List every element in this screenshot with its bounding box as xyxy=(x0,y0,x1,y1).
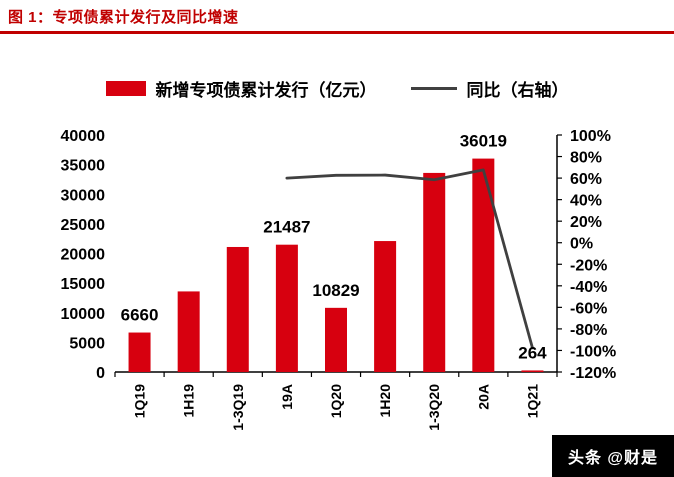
watermark-text: 头条 @财是 xyxy=(567,450,658,467)
left-axis-tick-label: 30000 xyxy=(61,187,106,204)
bar-1Q20 xyxy=(325,307,347,372)
right-axis-tick-label: -60% xyxy=(570,300,607,317)
figure-title: 图 1：专项债累计发行及同比增速 xyxy=(8,9,239,26)
right-axis-tick-label: 60% xyxy=(570,171,602,188)
legend-line-label: 同比（右轴） xyxy=(466,81,569,100)
right-axis-tick-label: 0% xyxy=(570,236,593,253)
x-axis-category-label: 1Q19 xyxy=(132,384,148,418)
right-axis-tick-label: -40% xyxy=(570,279,607,296)
left-axis-tick-label: 5000 xyxy=(69,335,105,352)
bar-1-3Q20 xyxy=(423,172,446,372)
x-axis-category-label: 1Q20 xyxy=(328,384,344,418)
title-underline xyxy=(0,31,674,34)
right-axis-tick-label: -80% xyxy=(570,322,607,339)
right-axis-tick-label: -100% xyxy=(570,343,616,360)
legend-bar-label: 新增专项债累计发行（亿元） xyxy=(155,81,377,100)
bar-data-label: 264 xyxy=(518,343,547,362)
left-axis-tick-label: 15000 xyxy=(61,276,106,293)
right-axis-tick-label: -20% xyxy=(570,257,607,274)
x-axis-category-label: 1H20 xyxy=(377,384,393,418)
x-axis-category-label: 19A xyxy=(279,384,295,410)
left-axis-tick-label: 35000 xyxy=(61,158,106,175)
bar-1H20 xyxy=(374,241,397,372)
bar-1-3Q19 xyxy=(226,246,249,372)
watermark-badge: 头条 @财是 xyxy=(551,435,674,477)
bar-data-label: 36019 xyxy=(460,132,507,151)
right-axis-tick-label: 40% xyxy=(570,193,602,210)
left-axis-tick-label: 25000 xyxy=(61,217,106,234)
legend-bar-swatch-icon xyxy=(105,81,146,96)
right-axis-tick-label: 20% xyxy=(570,214,602,231)
x-axis-category-label: 20A xyxy=(475,384,491,410)
x-axis-category-label: 1Q21 xyxy=(524,384,540,418)
bar-20A xyxy=(472,158,495,372)
x-axis-category-label: 1-3Q19 xyxy=(230,384,246,431)
left-axis-tick-label: 20000 xyxy=(61,247,106,264)
x-axis-category-label: 1H19 xyxy=(181,384,197,418)
chart-legend: 新增专项债累计发行（亿元） 同比（右轴） xyxy=(0,76,674,101)
x-axis-category-label: 1-3Q20 xyxy=(426,384,442,431)
right-axis-tick-label: 80% xyxy=(570,150,602,167)
legend-line-swatch-icon xyxy=(410,87,457,90)
bar-19A xyxy=(275,244,298,372)
left-axis-tick-label: 0 xyxy=(96,365,105,382)
bar-1H19 xyxy=(177,291,200,372)
right-axis-tick-label: 100% xyxy=(570,128,611,145)
bar-1Q21 xyxy=(521,370,544,372)
bar-data-label: 6660 xyxy=(121,306,159,325)
bar-1Q19 xyxy=(128,332,151,372)
left-axis-tick-label: 10000 xyxy=(61,306,106,323)
bar-data-label: 21487 xyxy=(263,218,310,237)
bar-data-label: 10829 xyxy=(312,281,359,300)
yoy-line xyxy=(285,168,534,350)
left-axis-tick-label: 40000 xyxy=(61,128,106,145)
right-axis-tick-label: -120% xyxy=(570,365,616,382)
